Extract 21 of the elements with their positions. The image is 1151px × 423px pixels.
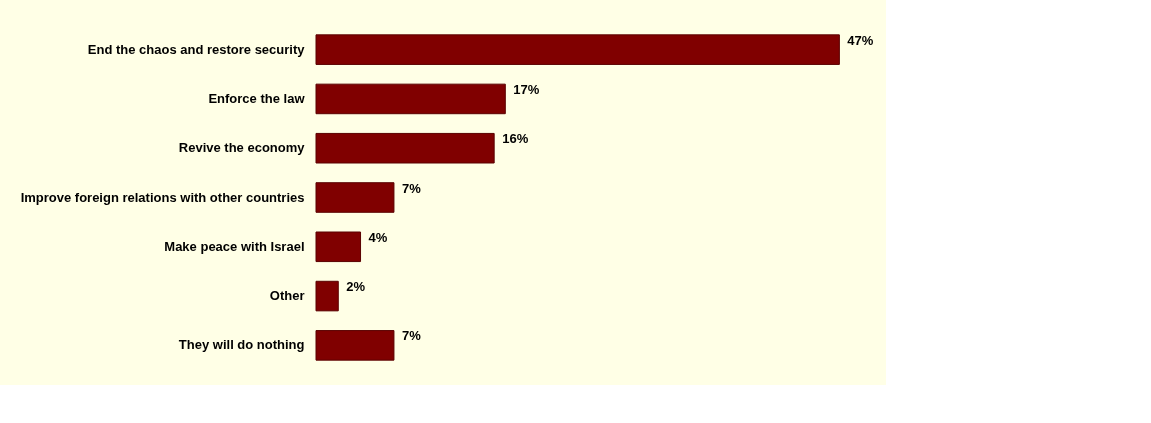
y-tick-label: Improve foreign relations with other countries — [20, 189, 305, 205]
bar — [315, 132, 495, 164]
y-tick-label: Revive the economy — [178, 140, 306, 156]
data-label: 17% — [513, 81, 540, 97]
data-label: 2% — [346, 279, 366, 295]
data-label: 7% — [401, 180, 422, 196]
y-tick-label: Other — [269, 288, 305, 304]
bar — [315, 231, 362, 263]
data-label: 7% — [401, 328, 422, 344]
data-label: 16% — [502, 131, 529, 147]
data-label: 47% — [847, 32, 874, 48]
y-tick-label: They will do nothing — [178, 337, 305, 353]
y-tick-label: Enforce the law — [208, 90, 306, 106]
data-label: 4% — [368, 229, 388, 245]
y-tick-label: Make peace with Israel — [164, 238, 305, 254]
bar — [315, 83, 506, 115]
bar — [315, 330, 395, 361]
bar — [315, 280, 339, 312]
y-tick-label: End the chaos and restore security — [87, 41, 306, 57]
bar — [315, 182, 395, 213]
bar — [315, 34, 840, 65]
